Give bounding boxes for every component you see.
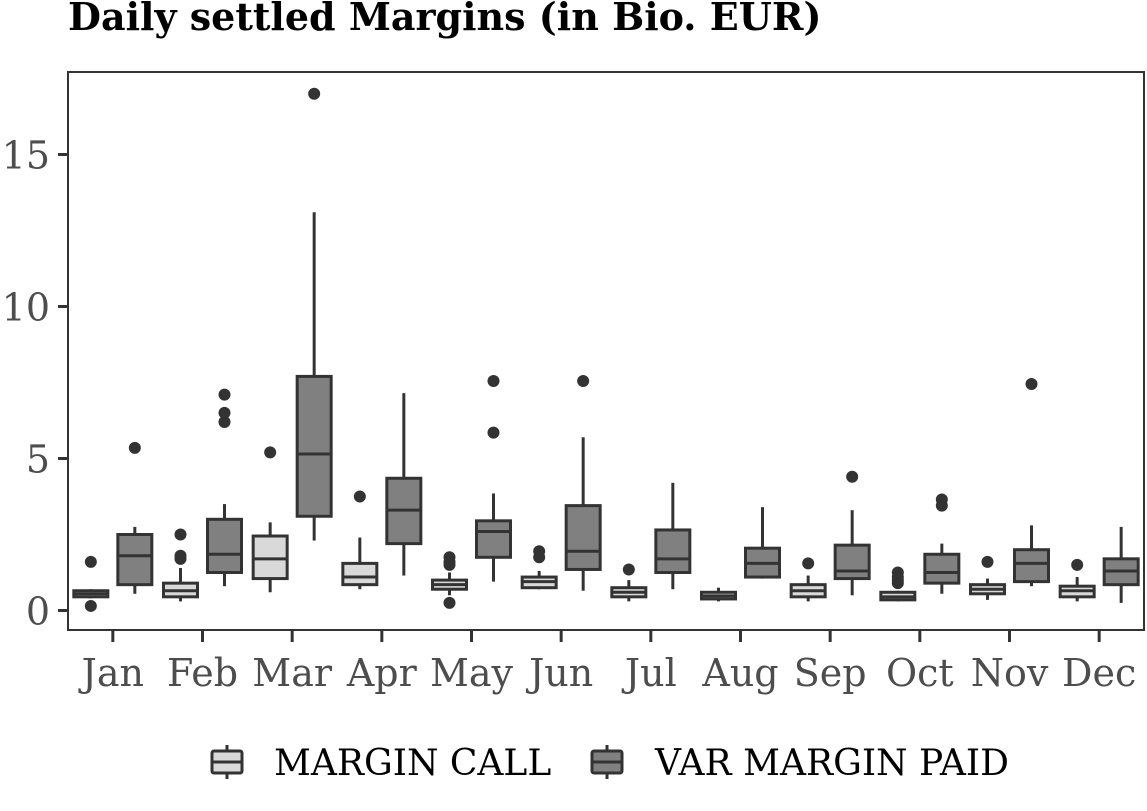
chart-title: Daily settled Margins (in Bio. EUR) bbox=[68, 0, 822, 39]
box-var-margin-paid bbox=[744, 507, 781, 579]
outlier-point bbox=[487, 374, 500, 387]
x-tick-label: Dec bbox=[1062, 651, 1136, 695]
box-var-margin-paid bbox=[295, 87, 333, 541]
box-groups bbox=[72, 87, 1140, 612]
y-tick-label: 5 bbox=[26, 438, 50, 482]
outlier-point bbox=[891, 566, 904, 579]
outlier-point bbox=[84, 599, 97, 612]
x-tick-label: Aug bbox=[701, 651, 778, 695]
box-margin-call bbox=[162, 528, 199, 602]
x-tick-label: Feb bbox=[167, 651, 238, 695]
box-var-margin-paid bbox=[475, 374, 512, 582]
outlier-point bbox=[218, 406, 231, 419]
box-margin-call bbox=[789, 557, 827, 602]
box-var-margin-paid bbox=[385, 393, 423, 576]
outlier-point bbox=[218, 388, 231, 401]
box-body bbox=[564, 504, 602, 571]
outlier-point bbox=[1025, 378, 1038, 391]
box-var-margin-paid bbox=[923, 493, 961, 594]
outlier-point bbox=[487, 426, 500, 439]
box-var-margin-paid bbox=[1102, 526, 1140, 603]
box-body bbox=[206, 517, 243, 574]
box-margin-call bbox=[879, 566, 917, 602]
y-tick-label: 10 bbox=[2, 286, 50, 330]
legend-item: VAR MARGIN PAID bbox=[590, 743, 1009, 784]
outlier-point bbox=[577, 374, 590, 387]
outlier-point bbox=[308, 87, 321, 100]
box-margin-call bbox=[72, 555, 110, 612]
box-margin-call bbox=[251, 446, 289, 593]
x-tick-label: Nov bbox=[971, 651, 1049, 695]
outlier-point bbox=[264, 446, 277, 459]
x-tick-label: Apr bbox=[346, 651, 418, 695]
y-tick-label: 15 bbox=[2, 134, 50, 178]
box-margin-call bbox=[1058, 558, 1096, 602]
legend-label: MARGIN CALL bbox=[274, 743, 551, 784]
outlier-point bbox=[84, 555, 97, 568]
x-tick-label: Oct bbox=[886, 651, 954, 695]
outlier-point bbox=[802, 557, 815, 570]
x-axis: Jan Feb Mar Apr May Jun Jul Aug Sep Oct Nov Dec bbox=[78, 630, 1136, 695]
box-body bbox=[1013, 548, 1050, 584]
outlier-point bbox=[1071, 558, 1084, 571]
outlier-point bbox=[981, 555, 994, 568]
outlier-point bbox=[174, 528, 187, 541]
x-tick-label: Mar bbox=[252, 651, 333, 695]
box-margin-call bbox=[969, 555, 1006, 600]
x-tick-label: May bbox=[430, 651, 514, 695]
box-var-margin-paid bbox=[116, 441, 154, 594]
box-margin-call bbox=[341, 490, 379, 590]
outlier-point bbox=[935, 493, 948, 506]
x-tick-label: Sep bbox=[794, 651, 867, 695]
box-body bbox=[341, 561, 379, 587]
legend-label: VAR MARGIN PAID bbox=[654, 743, 1009, 784]
outlier-point bbox=[218, 416, 231, 429]
y-axis: 0 5 10 15 bbox=[2, 134, 68, 634]
box-margin-call bbox=[431, 551, 468, 609]
box-var-margin-paid bbox=[564, 374, 602, 591]
x-tick-label: Jul bbox=[621, 651, 677, 695]
x-tick-label: Jan bbox=[78, 651, 144, 695]
outlier-point bbox=[846, 470, 859, 483]
legend: MARGIN CALL VAR MARGIN PAID bbox=[210, 743, 1009, 784]
box-margin-call bbox=[520, 545, 558, 590]
box-body bbox=[251, 534, 289, 581]
outlier-point bbox=[353, 490, 366, 503]
box-var-margin-paid bbox=[654, 482, 692, 590]
box-body bbox=[295, 374, 333, 518]
y-tick-label: 0 bbox=[26, 590, 50, 634]
outlier-point bbox=[128, 441, 141, 454]
box-body bbox=[833, 543, 871, 581]
box-body bbox=[923, 552, 961, 585]
box-var-margin-paid bbox=[1013, 378, 1050, 587]
outlier-point bbox=[443, 596, 456, 609]
box-var-margin-paid bbox=[206, 388, 243, 587]
box-var-margin-paid bbox=[833, 470, 871, 596]
box-body bbox=[116, 533, 154, 587]
outlier-point bbox=[622, 563, 635, 576]
outlier-point bbox=[443, 551, 456, 564]
box-margin-call bbox=[700, 587, 737, 602]
x-tick-label: Jun bbox=[525, 651, 593, 695]
outlier-point bbox=[174, 549, 187, 562]
plot-panel bbox=[67, 71, 1145, 631]
box-margin-call bbox=[610, 563, 648, 602]
legend-item: MARGIN CALL bbox=[210, 743, 551, 784]
outlier-point bbox=[533, 545, 546, 558]
box-body bbox=[475, 519, 512, 559]
box-body bbox=[654, 528, 692, 575]
